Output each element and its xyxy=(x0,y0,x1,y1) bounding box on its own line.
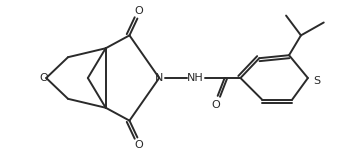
Text: O: O xyxy=(134,5,143,16)
Text: O: O xyxy=(40,73,49,83)
Text: NH: NH xyxy=(186,73,203,83)
Text: O: O xyxy=(134,141,143,150)
Text: S: S xyxy=(313,76,320,86)
Text: N: N xyxy=(155,73,163,83)
Text: O: O xyxy=(211,100,220,110)
